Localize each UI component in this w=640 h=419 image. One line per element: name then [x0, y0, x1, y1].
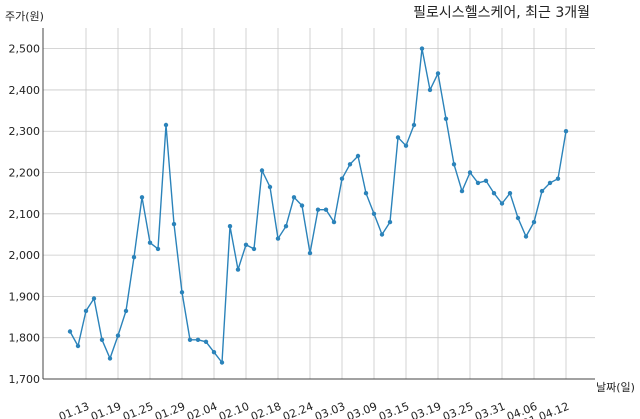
data-point [235, 267, 241, 272]
x-tick-label: 03.15 [377, 400, 411, 419]
y-tick-label: 1,800 [9, 332, 41, 345]
data-point [467, 170, 473, 175]
data-point [211, 350, 217, 355]
x-tick-label: 01.29 [153, 400, 187, 419]
data-point [99, 337, 105, 342]
y-tick-label: 2,000 [9, 249, 41, 262]
data-point [427, 87, 433, 93]
data-point [475, 180, 481, 186]
data-point [459, 188, 465, 194]
data-point [155, 246, 161, 252]
data-point [91, 296, 97, 301]
x-tick-label: 02.04 [185, 400, 219, 419]
y-axis-label: 주가(원) [5, 10, 44, 23]
data-point [227, 224, 233, 229]
data-point [555, 176, 561, 181]
data-point [163, 122, 169, 128]
data-point [435, 71, 441, 76]
data-point [403, 143, 409, 148]
data-point [315, 207, 321, 212]
x-tick-label: 01.25 [121, 400, 155, 419]
data-point [243, 242, 249, 247]
data-point [483, 178, 489, 183]
data-point [203, 339, 209, 344]
data-point [379, 232, 385, 237]
data-points [67, 46, 569, 365]
series-line [69, 48, 567, 365]
data-point [219, 360, 225, 365]
x-tick-label: 03.03 [313, 400, 347, 419]
data-point [139, 195, 145, 200]
axes [42, 28, 595, 380]
data-point [171, 221, 177, 227]
data-point [547, 180, 553, 186]
data-point [451, 162, 457, 167]
data-point [131, 255, 137, 260]
y-tick-label: 2,100 [9, 208, 41, 221]
data-point [355, 153, 361, 159]
data-point [339, 176, 345, 181]
data-point [347, 162, 353, 167]
data-point [67, 329, 73, 334]
data-point [531, 219, 537, 225]
chart-title: 필로시스헬스케어, 최근 3개월 [413, 5, 590, 21]
data-point [107, 356, 113, 361]
y-tick-labels: 1,700 1,800 1,900 2,000 2,100 2,200 2,300 2,400… [9, 43, 41, 386]
data-point [123, 308, 129, 314]
grid [43, 28, 595, 380]
data-point [499, 201, 505, 206]
data-point [387, 219, 393, 225]
x-tick-label: 02.10 [217, 400, 251, 419]
data-point [115, 333, 121, 338]
x-tick-label: 01.19 [89, 400, 123, 419]
x-tick-label: 01.13 [57, 400, 91, 419]
data-point [563, 129, 569, 134]
data-point [275, 236, 281, 241]
data-point [523, 234, 529, 239]
data-point [259, 168, 265, 173]
data-point [307, 250, 313, 256]
data-point [395, 135, 401, 140]
data-point [299, 203, 305, 208]
x-tick-label: 02.18 [249, 400, 283, 419]
x-tick-label: 03.19 [409, 400, 443, 419]
data-point [491, 191, 497, 196]
x-axis-label: 날짜(일) [596, 380, 635, 394]
y-tick-label: 2,400 [9, 84, 41, 97]
x-tick-label: 03.09 [345, 400, 379, 419]
y-tick-label: 1,700 [9, 373, 41, 386]
x-tick-label: 03.31 [473, 400, 507, 419]
data-point [371, 211, 377, 216]
data-point [331, 219, 337, 225]
data-point [251, 246, 257, 252]
x-tick-labels: 01.1301.1901.2501.2902.0402.1002.1802.24… [57, 400, 571, 419]
x-tick-label: 03.25 [441, 400, 475, 419]
data-point [267, 184, 273, 190]
data-point [411, 122, 417, 128]
y-tick-label: 2,500 [9, 43, 41, 56]
y-tick-label: 1,900 [9, 290, 41, 303]
data-point [187, 337, 193, 342]
data-point [539, 188, 545, 194]
data-point [443, 116, 449, 122]
data-point [147, 240, 153, 245]
data-point [83, 308, 89, 314]
y-tick-label: 2,200 [9, 167, 41, 180]
data-point [75, 343, 81, 349]
data-point [179, 290, 185, 295]
data-point [507, 191, 513, 196]
data-point [419, 46, 425, 51]
data-point [195, 337, 201, 342]
data-point [323, 207, 329, 212]
x-tick-label: 02.24 [281, 400, 315, 419]
data-point [363, 191, 369, 196]
y-tick-label: 2,300 [9, 125, 41, 138]
data-point [291, 195, 297, 200]
data-point [515, 215, 521, 221]
data-point [283, 224, 289, 229]
